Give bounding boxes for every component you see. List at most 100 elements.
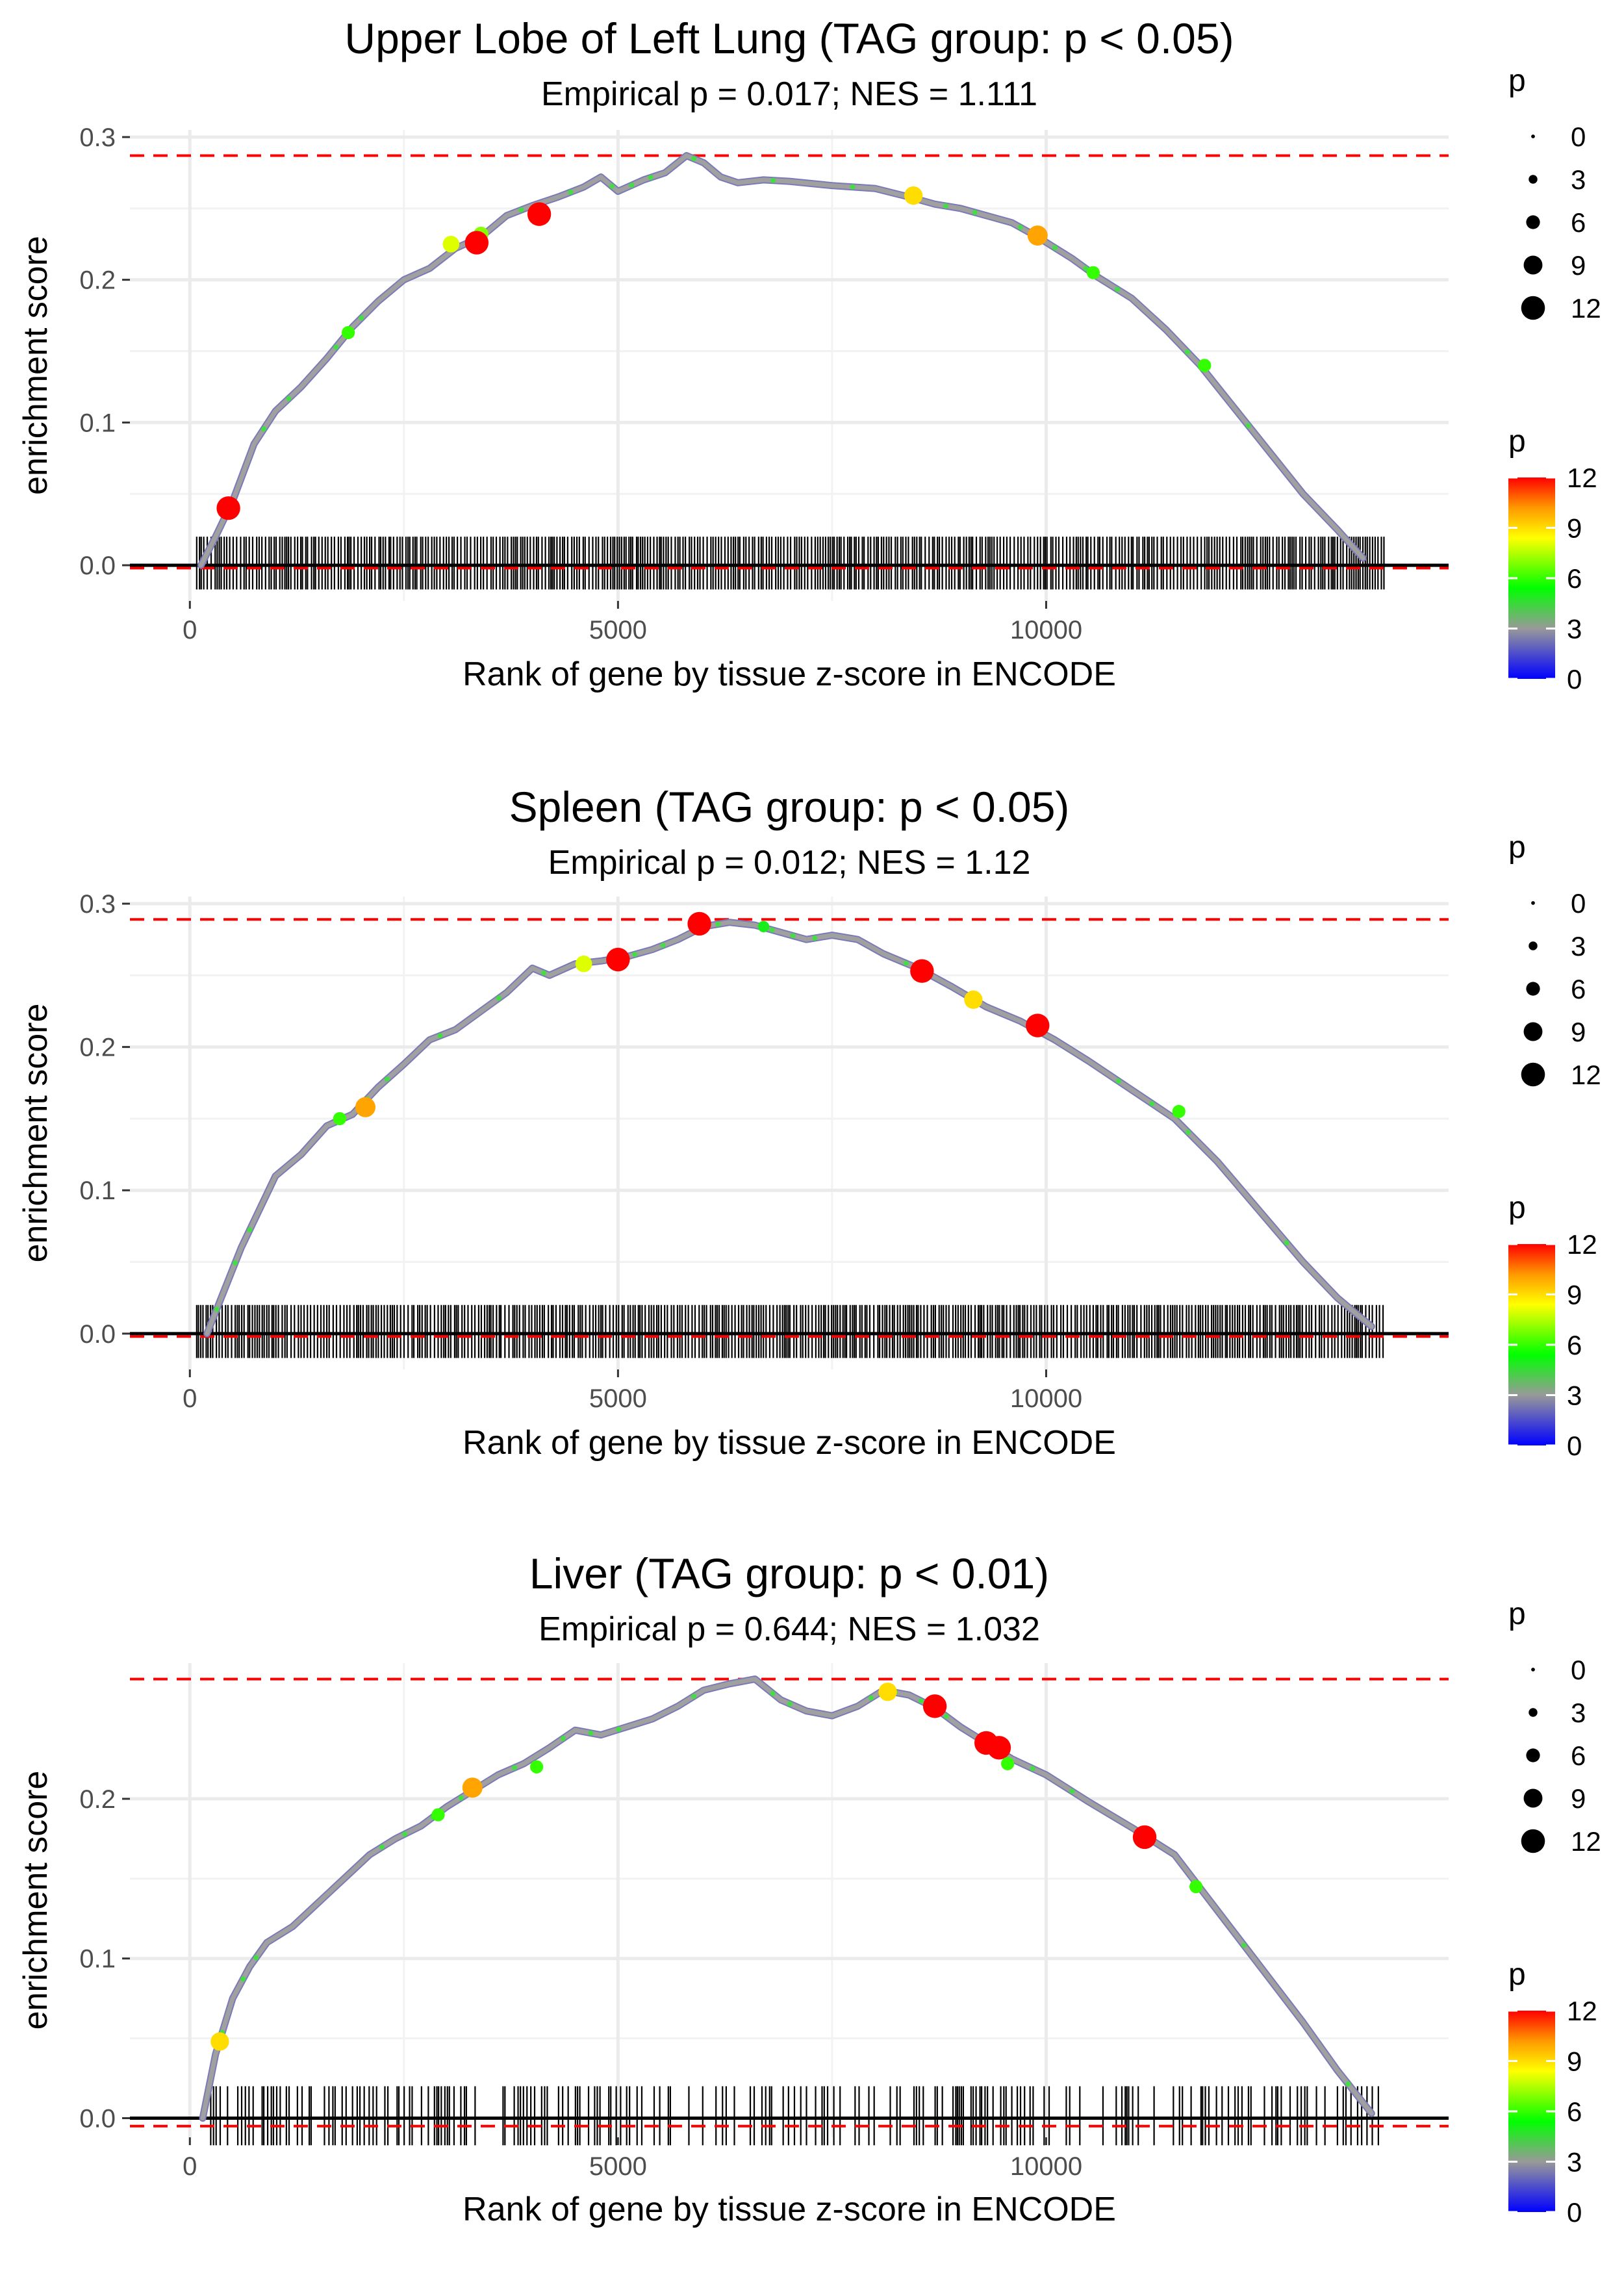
highlight-point: [527, 202, 552, 226]
size-legend-title: p: [1508, 64, 1526, 98]
size-legend: p 0 3 6 9 12: [1508, 830, 1601, 1090]
color-legend-label: 3: [1567, 1380, 1582, 1411]
curve-speck: [691, 156, 697, 162]
size-legend-dot: [1523, 1788, 1543, 1808]
y-tick-label: 0.1: [79, 1945, 116, 1974]
curve-speck: [787, 1701, 793, 1707]
curve-speck: [458, 1795, 464, 1801]
curve-speck: [943, 203, 948, 209]
size-legend-label: 9: [1571, 250, 1586, 281]
color-legend: p 12 9 6 3 0: [1508, 424, 1597, 694]
x-axis-label: Rank of gene by tissue z-score in ENCODE: [463, 2191, 1116, 2228]
curve-speck: [1149, 1100, 1155, 1106]
curve-speck: [918, 1698, 924, 1704]
highlight-point: [987, 1736, 1011, 1760]
color-legend-label: 12: [1567, 1229, 1597, 1260]
color-legend: p 12 9 6 3 0: [1508, 1957, 1597, 2228]
grid: [130, 897, 1449, 1369]
color-legend-label: 6: [1567, 2096, 1582, 2127]
x-tick-label: 10000: [1010, 2152, 1082, 2181]
curve-specks: [220, 1690, 1351, 2087]
highlight-point: [216, 496, 240, 520]
curve-speck: [402, 1831, 408, 1837]
size-legend-label: 0: [1571, 121, 1586, 152]
highlight-point: [1086, 266, 1100, 279]
highlight-point: [1172, 1104, 1186, 1119]
y-tick-label: 0.3: [79, 123, 116, 152]
color-legend-label: 0: [1567, 1431, 1582, 1461]
curve-speck: [286, 396, 292, 401]
highlight-point: [910, 959, 934, 983]
color-legend-label: 3: [1567, 2147, 1582, 2178]
chart-subtitle: Empirical p = 0.012; NES = 1.12: [548, 844, 1031, 882]
x-tick-label: 5000: [589, 1384, 647, 1413]
panel-2: Spleen (TAG group: p < 0.05) Empirical p …: [17, 783, 1601, 1462]
color-legend-label: 6: [1567, 563, 1582, 594]
curve-speck: [691, 1694, 697, 1699]
y-axis-label: enrichment score: [17, 1004, 55, 1263]
curve-speck: [1185, 1129, 1191, 1135]
highlight-point: [606, 947, 630, 972]
size-legend-label: 0: [1571, 1655, 1586, 1685]
curve-speck: [247, 1227, 253, 1232]
color-legend-label: 6: [1567, 1330, 1582, 1360]
size-legend-dot: [1529, 1708, 1538, 1717]
highlight-point: [464, 231, 489, 255]
curve-speck: [1284, 1240, 1289, 1245]
es-curve-outline: [197, 152, 1367, 569]
curve-speck: [511, 1765, 517, 1771]
curve-speck: [384, 1076, 390, 1082]
curve-speck: [1030, 1766, 1035, 1772]
curve-speck: [568, 189, 574, 195]
y-tick-label: 0.1: [79, 1177, 116, 1205]
curve-speck: [588, 1730, 594, 1736]
color-legend-title: p: [1508, 424, 1526, 459]
curve-speck: [359, 315, 364, 321]
chart-title: Upper Lobe of Left Lung (TAG group: p < …: [344, 14, 1234, 62]
highlight-point: [333, 1112, 347, 1126]
size-legend-label: 12: [1571, 1826, 1601, 1857]
curve-speck: [790, 933, 796, 939]
highlight-point: [355, 1097, 375, 1117]
es-curve: [198, 153, 1365, 568]
y-tick-label: 0.0: [79, 1320, 116, 1349]
curve-speck: [518, 207, 524, 213]
highlight-point: [878, 1683, 897, 1701]
x-tick-label: 10000: [1010, 616, 1082, 644]
highlight-point: [1026, 1013, 1050, 1037]
highlight-point: [342, 325, 355, 340]
highlight-point: [1027, 225, 1048, 246]
size-legend-dot: [1531, 901, 1535, 905]
size-legend-label: 6: [1571, 974, 1586, 1004]
grid: [130, 1663, 1449, 2137]
panel-1: Upper Lobe of Left Lung (TAG group: p < …: [17, 14, 1601, 694]
color-legend-label: 9: [1567, 2046, 1582, 2077]
curve-speck: [660, 943, 666, 948]
es-curve-outline: [203, 919, 1375, 1338]
y-tick-label: 0.2: [79, 266, 116, 295]
curve-speck: [261, 426, 267, 432]
y-axis-label: enrichment score: [17, 1771, 55, 2030]
chart-title: Spleen (TAG group: p < 0.05): [509, 783, 1070, 831]
color-legend-label: 0: [1567, 664, 1582, 694]
size-legend-label: 3: [1571, 931, 1586, 961]
x-tick-label: 0: [183, 2152, 197, 2181]
curve-speck: [868, 1695, 874, 1701]
curve-speck: [769, 927, 775, 933]
x-tick-label: 0: [183, 616, 197, 644]
curve-speck: [648, 175, 653, 181]
highlight-point: [1001, 1757, 1015, 1770]
x-tick-label: 5000: [589, 2152, 647, 2181]
size-legend-dot: [1531, 134, 1535, 138]
curve-speck: [1115, 1078, 1121, 1084]
curve-speck: [1017, 224, 1023, 230]
curve-speck: [850, 184, 856, 190]
size-legend-dot: [1523, 1022, 1543, 1041]
highlight-point: [1189, 1880, 1203, 1894]
size-legend-dot: [1526, 982, 1540, 996]
size-legend-dot: [1529, 941, 1538, 950]
highlight-point: [1132, 1825, 1157, 1850]
curve-speck: [379, 1844, 385, 1850]
size-legend-dot: [1523, 255, 1543, 275]
size-legend-label: 6: [1571, 1740, 1586, 1771]
